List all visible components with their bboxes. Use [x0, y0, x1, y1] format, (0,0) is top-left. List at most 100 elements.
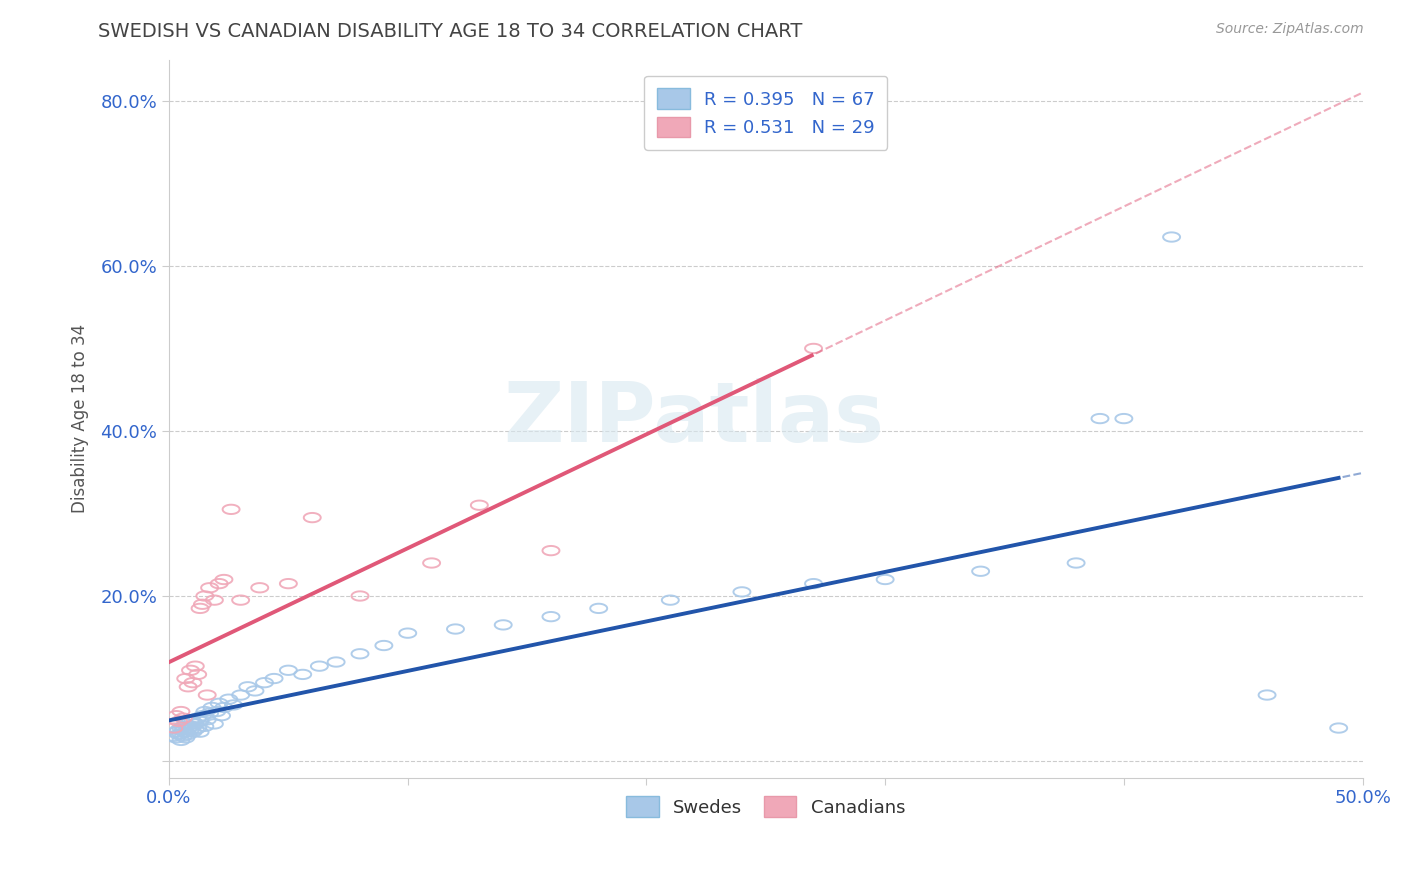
Point: [218, 692, 240, 706]
Point: [170, 721, 193, 735]
Point: [349, 589, 371, 603]
Point: [187, 667, 209, 681]
Point: [212, 573, 235, 587]
Point: [174, 672, 197, 686]
Point: [191, 708, 214, 723]
Point: [659, 593, 682, 607]
Point: [540, 543, 562, 558]
Point: [167, 714, 190, 729]
Point: [167, 728, 190, 742]
Point: [172, 729, 194, 743]
Point: [177, 721, 200, 735]
Point: [180, 723, 202, 737]
Point: [191, 597, 214, 611]
Point: [1160, 230, 1182, 244]
Point: [181, 719, 204, 733]
Point: [1327, 721, 1350, 735]
Point: [194, 705, 217, 719]
Point: [1256, 688, 1278, 702]
Point: [184, 659, 207, 673]
Point: [167, 723, 190, 737]
Point: [172, 719, 194, 733]
Point: [301, 510, 323, 524]
Point: [969, 564, 991, 578]
Point: [308, 659, 330, 673]
Point: [180, 713, 202, 727]
Point: [195, 688, 218, 702]
Point: [170, 705, 193, 719]
Point: [1064, 556, 1087, 570]
Point: [492, 618, 515, 632]
Point: [208, 696, 231, 710]
Point: [174, 725, 197, 739]
Text: ZIPatlas: ZIPatlas: [503, 378, 884, 459]
Point: [181, 675, 204, 690]
Point: [803, 576, 825, 591]
Point: [188, 601, 211, 615]
Point: [219, 502, 242, 516]
Point: [188, 714, 211, 729]
Point: [187, 711, 209, 725]
Point: [373, 639, 395, 653]
Point: [198, 581, 221, 595]
Point: [174, 717, 197, 731]
Point: [253, 675, 276, 690]
Point: [163, 721, 186, 735]
Point: [165, 731, 187, 745]
Point: [222, 698, 245, 712]
Point: [170, 733, 193, 747]
Point: [1088, 411, 1111, 425]
Point: [396, 626, 419, 640]
Point: [165, 708, 187, 723]
Y-axis label: Disability Age 18 to 34: Disability Age 18 to 34: [72, 324, 89, 513]
Point: [291, 667, 314, 681]
Point: [194, 719, 217, 733]
Point: [180, 663, 202, 677]
Point: [202, 593, 225, 607]
Text: Source: ZipAtlas.com: Source: ZipAtlas.com: [1216, 22, 1364, 37]
Point: [211, 708, 233, 723]
Point: [444, 622, 467, 636]
Point: [198, 706, 221, 721]
Point: [163, 729, 186, 743]
Point: [243, 684, 266, 698]
Point: [205, 705, 228, 719]
Point: [187, 721, 209, 735]
Point: [172, 723, 194, 737]
Point: [420, 556, 443, 570]
Point: [177, 680, 200, 694]
Point: [194, 589, 217, 603]
Point: [208, 576, 231, 591]
Point: [195, 713, 218, 727]
Point: [170, 727, 193, 741]
Point: [181, 725, 204, 739]
Point: [803, 342, 825, 356]
Point: [263, 672, 285, 686]
Point: [249, 581, 271, 595]
Point: [201, 700, 224, 714]
Point: [202, 717, 225, 731]
Legend: Swedes, Canadians: Swedes, Canadians: [617, 787, 914, 826]
Point: [184, 723, 207, 737]
Point: [349, 647, 371, 661]
Point: [229, 688, 252, 702]
Point: [325, 655, 347, 669]
Point: [731, 585, 754, 599]
Point: [184, 717, 207, 731]
Point: [181, 714, 204, 729]
Point: [588, 601, 610, 615]
Point: [177, 728, 200, 742]
Point: [165, 725, 187, 739]
Point: [174, 731, 197, 745]
Point: [277, 663, 299, 677]
Point: [172, 711, 194, 725]
Point: [277, 576, 299, 591]
Point: [236, 680, 259, 694]
Point: [468, 498, 491, 512]
Point: [212, 700, 235, 714]
Point: [875, 573, 897, 587]
Text: SWEDISH VS CANADIAN DISABILITY AGE 18 TO 34 CORRELATION CHART: SWEDISH VS CANADIAN DISABILITY AGE 18 TO…: [98, 22, 803, 41]
Point: [188, 725, 211, 739]
Point: [540, 609, 562, 624]
Point: [1112, 411, 1135, 425]
